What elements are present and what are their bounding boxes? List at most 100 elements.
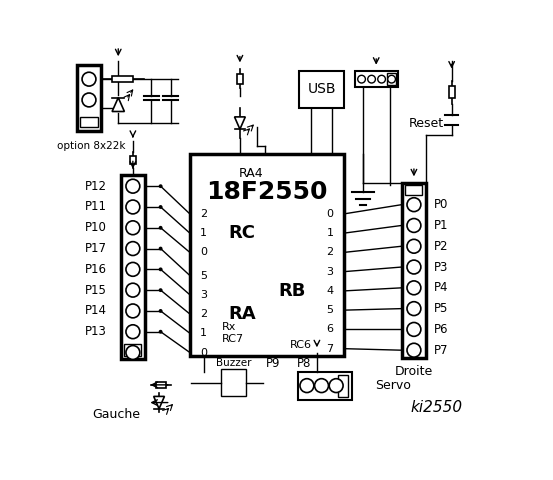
Bar bbox=[299, 72, 344, 108]
Bar bbox=[190, 154, 344, 356]
Text: P4: P4 bbox=[434, 281, 448, 294]
Circle shape bbox=[407, 260, 421, 274]
Circle shape bbox=[300, 379, 314, 393]
Circle shape bbox=[407, 218, 421, 232]
Circle shape bbox=[407, 343, 421, 357]
Circle shape bbox=[159, 226, 163, 230]
Polygon shape bbox=[234, 117, 246, 129]
Circle shape bbox=[329, 379, 343, 393]
Bar bbox=[80, 117, 98, 127]
Text: P7: P7 bbox=[434, 344, 448, 357]
Circle shape bbox=[159, 267, 163, 271]
Polygon shape bbox=[112, 97, 124, 111]
Bar bbox=[401, 183, 426, 358]
Text: RC6: RC6 bbox=[290, 340, 311, 350]
Bar bbox=[77, 65, 101, 131]
Text: P15: P15 bbox=[85, 284, 107, 297]
Text: 1: 1 bbox=[200, 328, 207, 338]
Text: P2: P2 bbox=[434, 240, 448, 253]
Text: option 8x22k: option 8x22k bbox=[56, 141, 125, 151]
Text: RB: RB bbox=[278, 282, 305, 300]
Bar bbox=[112, 76, 133, 82]
Text: 1: 1 bbox=[200, 228, 207, 238]
Text: P12: P12 bbox=[85, 180, 107, 192]
Text: P5: P5 bbox=[434, 302, 448, 315]
Text: USB: USB bbox=[307, 82, 336, 96]
Circle shape bbox=[159, 330, 163, 334]
Polygon shape bbox=[154, 396, 164, 409]
Text: P0: P0 bbox=[434, 198, 448, 211]
Bar bbox=[156, 382, 166, 388]
Text: 0: 0 bbox=[326, 209, 333, 219]
Text: P3: P3 bbox=[434, 261, 448, 274]
Bar bbox=[124, 344, 142, 356]
Circle shape bbox=[407, 240, 421, 253]
Text: Buzzer: Buzzer bbox=[216, 358, 252, 368]
Text: Reset: Reset bbox=[409, 117, 444, 130]
Bar bbox=[130, 156, 136, 164]
Text: P8: P8 bbox=[296, 357, 311, 370]
Text: RC: RC bbox=[228, 224, 255, 242]
Circle shape bbox=[126, 304, 140, 318]
Bar bbox=[237, 74, 243, 84]
Text: 4: 4 bbox=[326, 286, 333, 296]
Circle shape bbox=[126, 325, 140, 339]
Bar bbox=[298, 372, 352, 400]
Text: ki2550: ki2550 bbox=[410, 400, 462, 416]
Text: P11: P11 bbox=[85, 201, 107, 214]
Circle shape bbox=[358, 75, 366, 83]
Circle shape bbox=[126, 179, 140, 193]
Text: Droite: Droite bbox=[395, 365, 433, 378]
Circle shape bbox=[388, 75, 395, 83]
Circle shape bbox=[368, 75, 375, 83]
Circle shape bbox=[126, 241, 140, 255]
Text: P16: P16 bbox=[85, 263, 107, 276]
Circle shape bbox=[126, 283, 140, 297]
Text: P13: P13 bbox=[85, 325, 107, 338]
Circle shape bbox=[126, 200, 140, 214]
Text: 5: 5 bbox=[326, 305, 333, 315]
Circle shape bbox=[82, 93, 96, 107]
Bar bbox=[448, 86, 455, 98]
Circle shape bbox=[159, 205, 163, 209]
Circle shape bbox=[407, 281, 421, 295]
Circle shape bbox=[159, 247, 163, 251]
Text: P14: P14 bbox=[85, 304, 107, 317]
Circle shape bbox=[126, 346, 140, 360]
Text: 1: 1 bbox=[326, 228, 333, 238]
Circle shape bbox=[159, 288, 163, 292]
Circle shape bbox=[126, 221, 140, 235]
Text: Rx: Rx bbox=[222, 322, 237, 332]
Circle shape bbox=[407, 323, 421, 336]
Text: 2: 2 bbox=[326, 247, 333, 257]
Bar bbox=[387, 73, 396, 85]
Circle shape bbox=[126, 263, 140, 276]
Text: Servo: Servo bbox=[375, 379, 410, 392]
Text: 7: 7 bbox=[326, 344, 333, 354]
Text: RA4: RA4 bbox=[239, 167, 264, 180]
Text: RA: RA bbox=[228, 305, 256, 323]
Circle shape bbox=[407, 198, 421, 212]
Bar bbox=[356, 72, 398, 87]
Text: P17: P17 bbox=[85, 242, 107, 255]
Text: 2: 2 bbox=[200, 309, 207, 319]
Circle shape bbox=[159, 184, 163, 188]
Text: P10: P10 bbox=[85, 221, 107, 234]
Text: 3: 3 bbox=[200, 290, 207, 300]
Text: P6: P6 bbox=[434, 323, 448, 336]
Text: P9: P9 bbox=[266, 357, 280, 370]
Text: 0: 0 bbox=[200, 247, 207, 257]
Bar bbox=[338, 375, 348, 397]
Text: Gauche: Gauche bbox=[93, 408, 140, 420]
Circle shape bbox=[82, 72, 96, 86]
Text: 18F2550: 18F2550 bbox=[206, 180, 327, 204]
Circle shape bbox=[407, 302, 421, 315]
Text: 0: 0 bbox=[200, 348, 207, 358]
Text: 6: 6 bbox=[326, 324, 333, 335]
Bar bbox=[405, 185, 422, 195]
Text: 5: 5 bbox=[200, 271, 207, 280]
Circle shape bbox=[159, 309, 163, 313]
Text: RC7: RC7 bbox=[222, 335, 244, 345]
Bar bbox=[121, 175, 145, 360]
Circle shape bbox=[315, 379, 328, 393]
